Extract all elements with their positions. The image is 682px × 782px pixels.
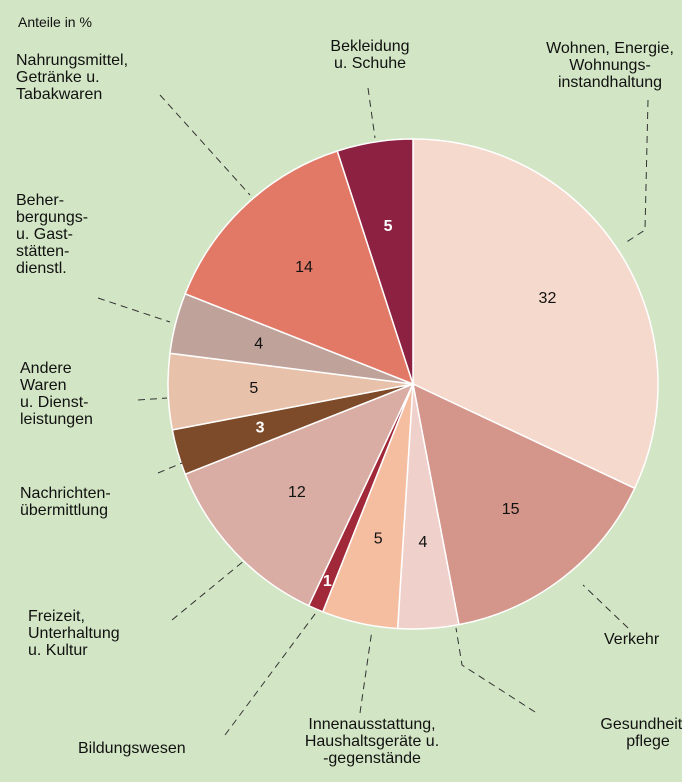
value-label: 14 [295, 259, 313, 276]
category-label: Andere Waren u. Dienst- leistungen [20, 360, 93, 428]
leader-line [97, 297, 171, 323]
category-label: Verkehr [604, 631, 660, 648]
leader-line [455, 627, 536, 713]
leader-line [224, 609, 319, 736]
leader-line [157, 462, 183, 474]
value-label: 5 [249, 380, 258, 397]
value-label: 4 [254, 336, 263, 353]
category-label: Nahrungsmittel, Getränke u. Tabakwaren [16, 52, 129, 103]
value-label: 32 [539, 290, 557, 307]
category-label: Bildungswesen [78, 740, 186, 757]
value-label: 5 [384, 218, 393, 235]
pie-slice [412, 138, 659, 490]
leader-line [137, 397, 168, 401]
pie-slice [411, 382, 636, 626]
value-label: 12 [288, 484, 306, 501]
leader-line [159, 94, 251, 196]
leader-line [367, 87, 376, 139]
category-label: Innenausstattung, Haushaltsgeräte u. -ge… [304, 716, 440, 767]
category-label: Freizeit, Unterhaltung u. Kultur [28, 608, 120, 659]
leader-line [624, 99, 649, 244]
category-label: Gesundheits- pflege [600, 716, 682, 750]
leader-line [582, 584, 629, 629]
category-label: Nachrichten- übermittlung [20, 485, 111, 519]
value-label: 4 [419, 534, 428, 551]
value-label: 1 [323, 573, 332, 590]
pie-slice [184, 382, 415, 607]
value-label: 15 [502, 501, 520, 518]
value-label: 3 [256, 420, 265, 437]
value-label: 5 [374, 531, 383, 548]
category-label: Wohnen, Energie, Wohnungs- instandhaltun… [546, 40, 674, 91]
pie-slice [336, 138, 414, 385]
category-label: Beher- bergungs- u. Gast- stätten- diens… [16, 192, 89, 277]
leader-line [359, 629, 373, 714]
leader-line [171, 559, 246, 621]
category-label: Bekleidung u. Schuhe [330, 38, 410, 72]
subtitle: Anteile in % [18, 14, 92, 30]
